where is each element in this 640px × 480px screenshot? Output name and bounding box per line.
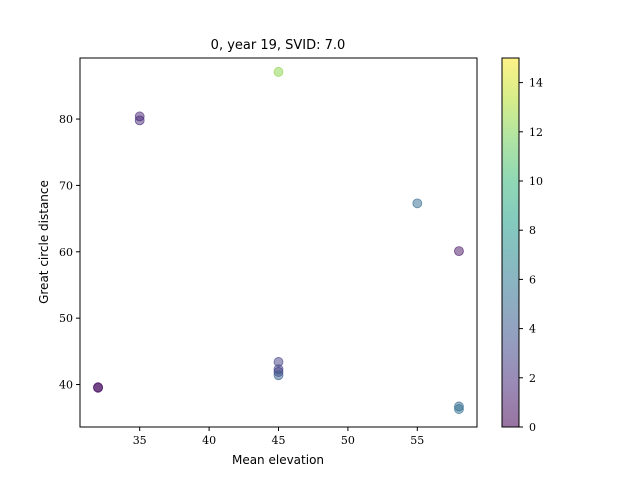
colorbar-tick-label: 2: [529, 372, 536, 385]
data-points: [93, 67, 464, 414]
y-tick-label: 50: [59, 312, 73, 325]
colorbar-tick-label: 8: [529, 224, 536, 237]
y-tick-label: 60: [59, 246, 73, 259]
y-tick-label: 40: [59, 379, 73, 392]
data-point: [454, 404, 464, 414]
data-point: [412, 198, 423, 209]
chart-title: 0, year 19, SVID: 7.0: [211, 38, 346, 53]
x-tick-label: 45: [272, 434, 286, 447]
colorbar-tick-label: 6: [529, 273, 536, 286]
y-tick-label: 70: [59, 179, 73, 192]
data-point: [273, 370, 284, 381]
data-point: [93, 382, 103, 393]
x-tick-label: 35: [133, 434, 147, 447]
x-tick-label: 55: [410, 434, 424, 447]
colorbar-tick-label: 14: [529, 77, 543, 90]
colorbar-tick-label: 10: [529, 175, 543, 188]
y-axis: 40 50 60 70 80: [59, 113, 80, 392]
x-axis: 35 40 45 50 55: [133, 427, 424, 447]
colorbar-gradient: [502, 58, 519, 427]
colorbar-tick-label: 12: [529, 126, 543, 139]
colorbar-tick-label: 0: [529, 421, 536, 434]
data-point: [134, 115, 145, 126]
y-axis-label: Great circle distance: [37, 180, 51, 304]
x-tick-label: 50: [341, 434, 355, 447]
data-point: [273, 67, 284, 77]
colorbar-axis: 0 2 4 6 8 10 12 14: [519, 77, 543, 434]
x-axis-label: Mean elevation: [232, 453, 324, 467]
colorbar-frame: [501, 57, 520, 428]
colorbar-tick-label: 4: [529, 323, 536, 336]
data-point: [454, 246, 464, 257]
x-tick-label: 40: [202, 434, 216, 447]
y-tick-label: 80: [59, 113, 73, 126]
